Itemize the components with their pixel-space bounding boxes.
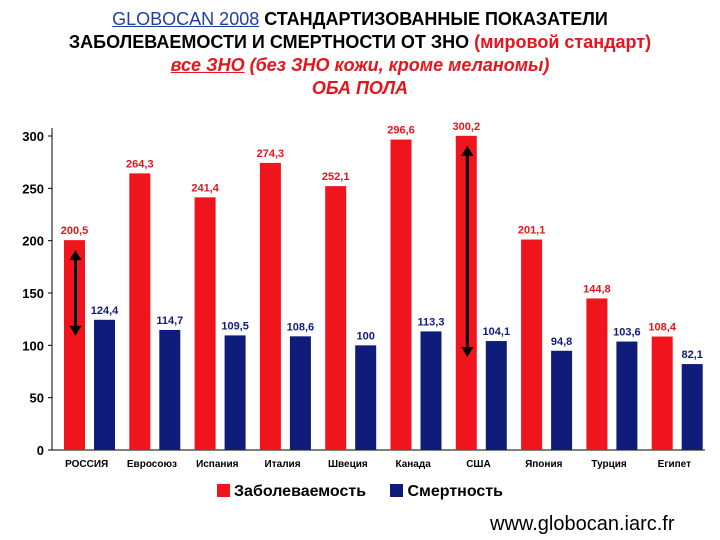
bar-incidence (129, 173, 151, 450)
x-tick-label: Турция (591, 459, 627, 470)
x-tick-label: РОССИЯ (65, 459, 108, 470)
bar-mortality (355, 345, 377, 450)
bar-mortality (224, 335, 246, 450)
data-label-incidence: 108,4 (648, 322, 676, 334)
chart-title: GLOBOCAN 2008 СТАНДАРТИЗОВАННЫЕ ПОКАЗАТЕ… (0, 8, 720, 100)
legend-label-incidence: Заболеваемость (234, 483, 367, 500)
y-tick-label: 150 (22, 286, 44, 301)
y-tick-label: 250 (22, 181, 44, 196)
data-label-mortality: 108,6 (287, 321, 315, 333)
bar-incidence (259, 162, 281, 450)
arrow-russia-head-down (69, 325, 82, 336)
data-label-incidence: 264,3 (126, 158, 154, 170)
x-tick-label: Италия (265, 459, 301, 470)
title-source-name: GLOBOCAN 2008 (112, 9, 260, 29)
data-label-mortality: 100 (357, 330, 375, 342)
title-line3-underlined: все ЗНО (170, 55, 245, 75)
data-label-mortality: 94,8 (551, 336, 572, 348)
legend-item-incidence: Заболеваемость (217, 483, 366, 501)
x-tick-label: США (466, 459, 491, 470)
title-line1-text: СТАНДАРТИЗОВАННЫЕ ПОКАЗАТЕЛИ (264, 9, 608, 29)
title-line4: ОБА ПОЛА (311, 78, 409, 98)
bar-mortality (420, 331, 442, 450)
data-label-mortality: 109,5 (221, 320, 249, 332)
arrow-russia-head-up (69, 250, 82, 261)
data-label-mortality: 114,7 (156, 315, 183, 327)
legend-item-mortality: Смертность (390, 483, 503, 501)
bar-incidence (586, 298, 608, 450)
data-label-incidence: 241,4 (191, 182, 219, 194)
data-label-incidence: 300,2 (453, 121, 481, 133)
legend-swatch-mortality (390, 484, 404, 497)
data-label-mortality: 113,3 (418, 316, 445, 328)
data-label-incidence: 274,3 (257, 148, 285, 160)
y-tick-label: 50 (30, 391, 44, 406)
bar-incidence (194, 197, 216, 450)
bar-mortality (485, 341, 507, 450)
x-tick-label: Канада (395, 459, 431, 470)
bar-mortality (159, 329, 181, 450)
legend-swatch-incidence (217, 484, 231, 497)
bar-mortality (94, 319, 115, 450)
arrow-usa-head-up (461, 145, 474, 156)
x-tick-label: Евросоюз (127, 459, 177, 470)
data-label-incidence: 144,8 (583, 283, 611, 295)
data-label-incidence: 296,6 (387, 125, 415, 137)
x-tick-label: Испания (196, 459, 239, 470)
data-label-incidence: 200,5 (61, 225, 89, 237)
x-tick-label: Швеция (328, 459, 368, 470)
y-tick-label: 100 (22, 338, 44, 353)
title-line2-paren: (мировой стандарт) (474, 32, 652, 52)
bar-incidence (390, 139, 412, 451)
y-tick-label: 0 (37, 443, 44, 458)
x-tick-label: Япония (525, 459, 563, 470)
data-label-mortality: 103,6 (613, 327, 641, 339)
data-label-incidence: 201,1 (518, 225, 546, 237)
source-url: www.globocan.iarc.fr (490, 513, 675, 535)
arrow-usa-head-down (461, 347, 474, 358)
data-label-mortality: 104,1 (483, 326, 511, 338)
bar-incidence (325, 186, 347, 451)
bar-mortality (616, 341, 638, 450)
bar-incidence (64, 240, 85, 450)
title-line3-text: (без ЗНО кожи, кроме меланомы) (249, 55, 550, 75)
y-tick-label: 300 (22, 129, 44, 144)
legend-label-mortality: Смертность (407, 483, 503, 500)
bar-incidence (521, 239, 543, 450)
x-tick-label: Египет (658, 459, 691, 470)
bar-incidence (651, 336, 673, 450)
bar-mortality (681, 364, 703, 450)
title-line2-text: ЗАБОЛЕВАЕМОСТИ И СМЕРТНОСТИ ОТ ЗНО (68, 32, 470, 52)
chart-legend: Заболеваемость Смертность (0, 483, 720, 501)
data-label-mortality: 124,4 (91, 305, 119, 317)
data-label-mortality: 82,1 (681, 349, 702, 361)
bar-mortality (289, 336, 311, 450)
y-tick-label: 200 (22, 234, 44, 249)
data-label-incidence: 252,1 (322, 171, 350, 183)
bar-mortality (551, 350, 573, 450)
